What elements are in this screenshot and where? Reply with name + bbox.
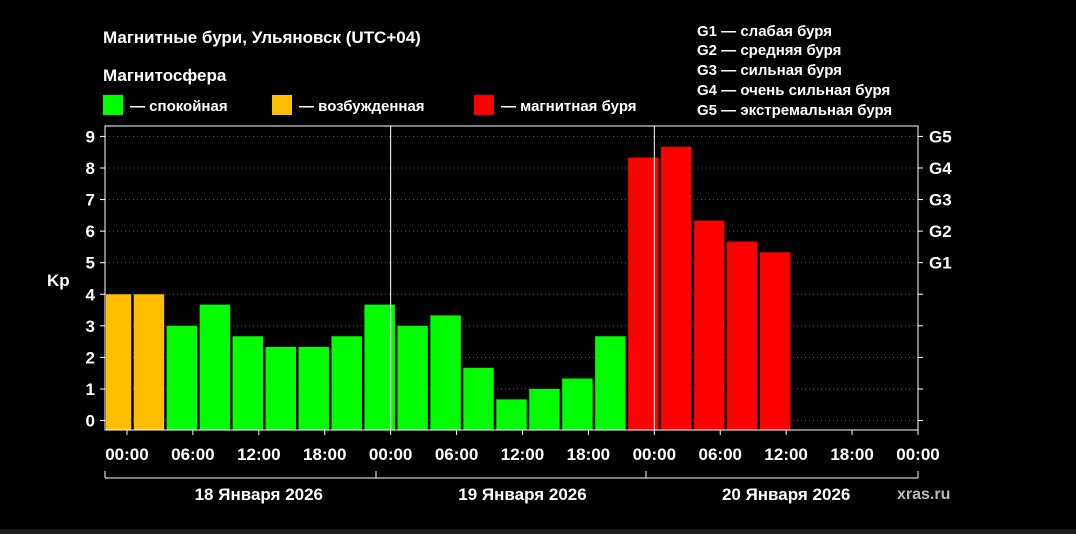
kp-bar — [759, 252, 791, 430]
g-scale-legend: G1 — слабая буря G2 — средняя буря G3 — … — [697, 23, 892, 119]
g-tick-label: G4 — [929, 159, 952, 178]
x-tick-label: 18:00 — [567, 445, 610, 464]
kp-bar — [232, 336, 264, 430]
kp-bar — [364, 304, 395, 430]
bars — [106, 146, 791, 430]
kp-bar — [628, 157, 659, 430]
kp-bar — [529, 388, 560, 430]
kp-bar — [133, 294, 165, 430]
kp-bar — [430, 315, 461, 430]
x-tick-label: 00:00 — [369, 445, 412, 464]
legend-label-active: — возбужденная — [299, 98, 425, 115]
y-tick-label: 5 — [86, 254, 95, 273]
x-tick-label: 18:00 — [303, 445, 346, 464]
g-scale-item: G2 — средняя буря — [697, 42, 841, 59]
g-scale-item: G5 — экстремальная буря — [697, 102, 892, 119]
kp-bar — [265, 346, 297, 430]
legend-title: Магнитосфера — [103, 66, 227, 85]
g-scale-item: G4 — очень сильная буря — [697, 82, 890, 99]
kp-bar — [331, 336, 362, 430]
kp-bar — [199, 304, 231, 430]
kp-bar — [298, 346, 329, 430]
y-ticks: 0 1 2 3 4 5 6 7 8 9 — [86, 127, 105, 431]
source-label: xras.ru — [897, 486, 950, 503]
day-dividers — [390, 126, 655, 430]
kp-bar — [562, 378, 593, 430]
kp-bar — [694, 220, 725, 430]
g-tick-label: G2 — [929, 222, 952, 241]
y-axis-label: Kp — [47, 271, 70, 290]
x-tick-label: 06:00 — [435, 445, 478, 464]
legend-swatch-storm — [474, 95, 494, 115]
g-scale-item: G1 — слабая буря — [697, 23, 832, 40]
y-tick-label: 6 — [86, 222, 95, 241]
x-tick-label: 06:00 — [699, 445, 742, 464]
kp-bar — [726, 241, 758, 430]
x-tick-label: 06:00 — [171, 445, 214, 464]
g-ticks: G1 G2 G3 G4 G5 — [918, 127, 952, 422]
x-ticks: 00:00 06:00 12:00 18:00 00:00 06:00 12:00 18:00… — [105, 430, 940, 464]
x-tick-label: 12:00 — [237, 445, 280, 464]
chart-title: Магнитные бури, Ульяновск (UTC+04) — [103, 28, 421, 47]
y-tick-label: 9 — [86, 127, 95, 146]
x-tick-label: 00:00 — [896, 445, 939, 464]
g-tick-label: G3 — [929, 191, 952, 210]
x-tick-label: 00:00 — [633, 445, 676, 464]
legend-label-storm: — магнитная буря — [501, 98, 637, 115]
kp-bar — [106, 294, 132, 430]
y-tick-label: 0 — [86, 412, 95, 431]
legend-label-quiet: — спокойная — [130, 98, 228, 115]
kp-bar — [463, 367, 494, 430]
date-label: 19 Января 2026 — [458, 485, 586, 504]
x-tick-label: 18:00 — [830, 445, 873, 464]
y-tick-label: 3 — [86, 317, 95, 336]
y-tick-label: 4 — [86, 285, 96, 304]
x-tick-label: 12:00 — [764, 445, 807, 464]
x-tick-label: 12:00 — [501, 445, 544, 464]
kp-bar — [595, 336, 626, 430]
plot-border — [104, 125, 919, 431]
legend-swatch-quiet — [103, 95, 123, 115]
legend: — спокойная — возбужденная — магнитная б… — [103, 95, 637, 115]
date-label: 20 Января 2026 — [722, 485, 850, 504]
y-tick-label: 8 — [86, 159, 95, 178]
kp-bar — [166, 325, 198, 430]
date-labels: 18 Января 2026 19 Января 2026 20 Января 20… — [195, 485, 851, 504]
g-tick-label: G1 — [929, 254, 952, 273]
kp-bar — [496, 399, 527, 430]
date-label: 18 Января 2026 — [195, 485, 323, 504]
y-tick-label: 1 — [86, 380, 95, 399]
kp-bar — [661, 146, 692, 430]
g-tick-label: G5 — [929, 127, 952, 146]
kp-bar — [397, 325, 428, 430]
x-tick-label: 00:00 — [105, 445, 148, 464]
date-bracket — [104, 471, 919, 479]
legend-swatch-active — [272, 95, 292, 115]
y-tick-label: 2 — [86, 348, 95, 367]
g-scale-item: G3 — сильная буря — [697, 62, 842, 79]
y-tick-label: 7 — [86, 191, 95, 210]
